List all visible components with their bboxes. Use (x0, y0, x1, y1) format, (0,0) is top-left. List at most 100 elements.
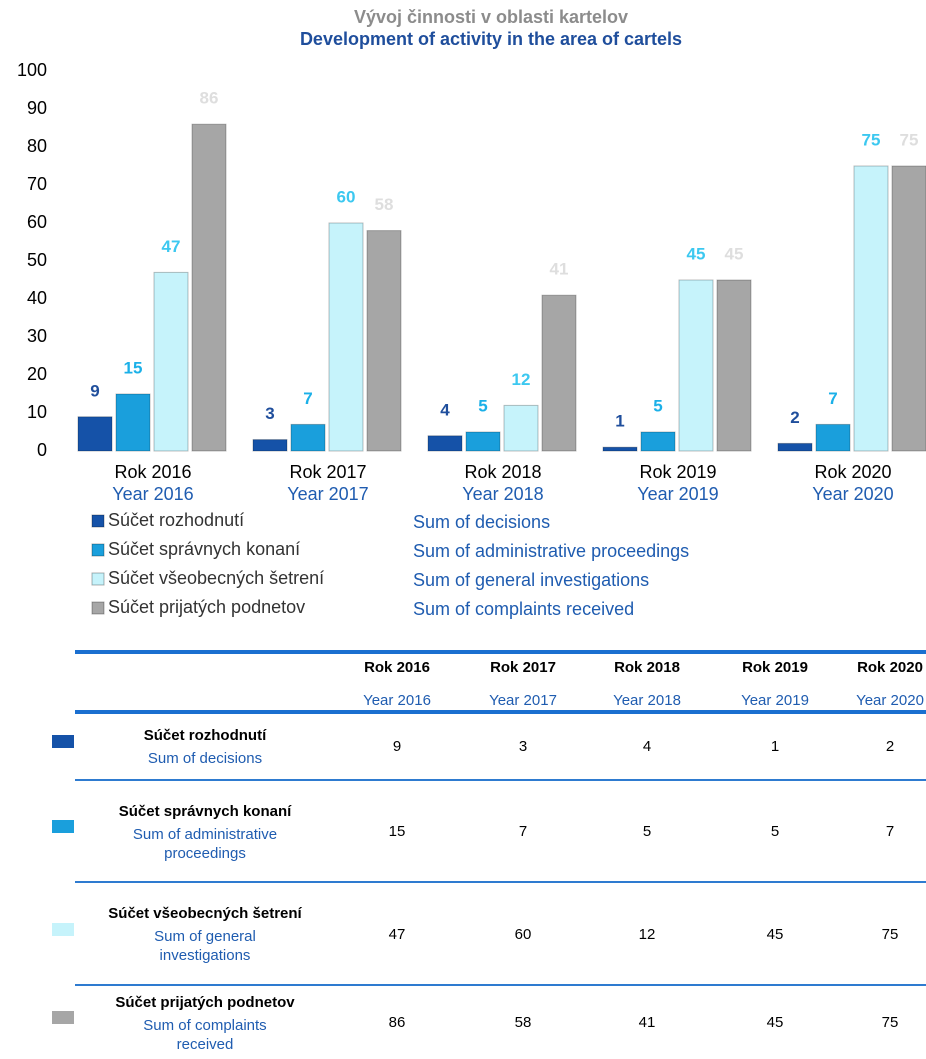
table-header-en: Year 2018 (613, 692, 681, 709)
y-tick-label: 100 (17, 60, 47, 80)
legend-label: Súčet všeobecných šetrení (108, 568, 324, 588)
value-label: 45 (687, 244, 706, 263)
x-tick-label-en: Year 2020 (812, 484, 893, 504)
legend-swatch (91, 514, 105, 528)
row-swatch (52, 735, 74, 748)
table-rule (75, 650, 926, 654)
table-rule (75, 881, 926, 883)
row-label-en: Sum of decisions (147, 750, 263, 767)
legend-label-en: Sum of decisions (413, 512, 550, 532)
value-label: 4 (440, 400, 450, 419)
table-rule (75, 710, 926, 714)
table-value: 41 (638, 1014, 656, 1031)
table-value: 9 (392, 738, 402, 755)
bar (853, 165, 889, 452)
value-label: 2 (790, 408, 799, 427)
legend-swatch (91, 543, 105, 557)
legend-label-en: Sum of complaints received (413, 599, 634, 619)
value-label: 1 (615, 412, 624, 431)
table-value: 5 (642, 823, 652, 840)
table-value: 1 (770, 738, 780, 755)
table-value: 60 (514, 925, 532, 943)
legend-swatch (91, 572, 105, 586)
value-label: 9 (90, 381, 99, 400)
x-tick-label-en: Year 2017 (287, 484, 368, 504)
bar (678, 279, 714, 452)
table-header-en: Year 2020 (856, 692, 924, 709)
bar (191, 123, 227, 452)
x-tick-label: Rok 2019 (639, 462, 716, 482)
legend-label: Súčet prijatých podnetov (108, 597, 305, 617)
bar (252, 439, 288, 452)
row-label: Súčet správnych konaní Sum of administrat… (85, 782, 325, 882)
legend-swatch (91, 601, 105, 615)
bar (815, 423, 851, 452)
bar (541, 294, 577, 452)
value-label: 7 (303, 389, 312, 408)
row-label: Súčet rozhodnutí Sum of decisions (85, 714, 325, 780)
value-label: 58 (375, 195, 394, 214)
y-tick-label: 0 (37, 440, 47, 460)
table-value: 4 (642, 738, 652, 755)
row-label-en: Sum of administrative proceedings (132, 825, 278, 862)
table-value: 58 (514, 1014, 532, 1031)
table-value: 7 (885, 823, 895, 840)
row-label: Súčet všeobecných šetrení Sum of general … (85, 884, 325, 985)
row-label-en: Sum of general investigations (154, 928, 256, 964)
value-label: 5 (653, 396, 662, 415)
value-label: 3 (265, 404, 274, 423)
x-tick-label-en: Year 2018 (462, 484, 543, 504)
row-label-sk: Súčet všeobecných šetrení (108, 905, 302, 922)
bar (503, 404, 539, 452)
bar (427, 435, 463, 452)
legend-label-en: Sum of administrative proceedings (413, 541, 689, 561)
bar (77, 416, 113, 452)
row-label-sk: Súčet prijatých podnetov (115, 993, 295, 1011)
x-tick-label: Rok 2020 (814, 462, 891, 482)
bar (640, 431, 676, 452)
table-header-en: Year 2017 (489, 692, 557, 709)
chart: Vývoj činnosti v oblasti kartelov Develo… (17, 7, 926, 619)
row-swatch (52, 1011, 74, 1024)
bar (602, 446, 638, 452)
value-label: 41 (550, 260, 569, 279)
table-header: Rok 2017 (490, 659, 556, 676)
chart-subtitle: Development of activity in the area of c… (300, 29, 682, 49)
table-header: Rok 2020 (857, 659, 923, 676)
y-tick-label: 90 (27, 98, 47, 118)
row-label: Súčet prijatých podnetov Sum of complaint… (85, 987, 325, 1059)
bar (153, 271, 189, 452)
legend-label: Súčet rozhodnutí (108, 510, 244, 530)
row-swatch (52, 922, 74, 936)
y-tick-label: 50 (27, 250, 47, 270)
bar (115, 393, 151, 452)
value-label: 12 (512, 370, 531, 389)
x-tick-label: Rok 2018 (464, 462, 541, 482)
table-value: 2 (885, 738, 895, 755)
chart-title: Vývoj činnosti v oblasti kartelov (354, 7, 628, 27)
bar (891, 165, 926, 452)
table-value: 7 (518, 823, 528, 840)
row-label-sk: Súčet rozhodnutí (143, 727, 267, 744)
table-value: 75 (881, 1014, 899, 1031)
table-value: 45 (766, 1014, 784, 1031)
table-rule (75, 779, 926, 781)
value-label: 47 (162, 237, 181, 256)
value-label: 5 (478, 396, 487, 415)
bar (328, 222, 364, 452)
y-tick-label: 10 (27, 402, 47, 422)
legend-label-en: Sum of general investigations (413, 570, 649, 590)
row-swatch (52, 820, 74, 833)
bar (366, 230, 402, 452)
y-tick-label: 30 (27, 326, 47, 346)
x-tick-label: Rok 2016 (114, 462, 191, 482)
table-header: Rok 2018 (614, 659, 680, 676)
value-label: 15 (124, 358, 143, 377)
row-label-sk: Súčet správnych konaní (118, 802, 292, 820)
table-header-en: Year 2019 (741, 692, 809, 709)
y-tick-label: 60 (27, 212, 47, 232)
y-tick-label: 70 (27, 174, 47, 194)
value-label: 7 (828, 389, 837, 408)
bar (290, 423, 326, 452)
